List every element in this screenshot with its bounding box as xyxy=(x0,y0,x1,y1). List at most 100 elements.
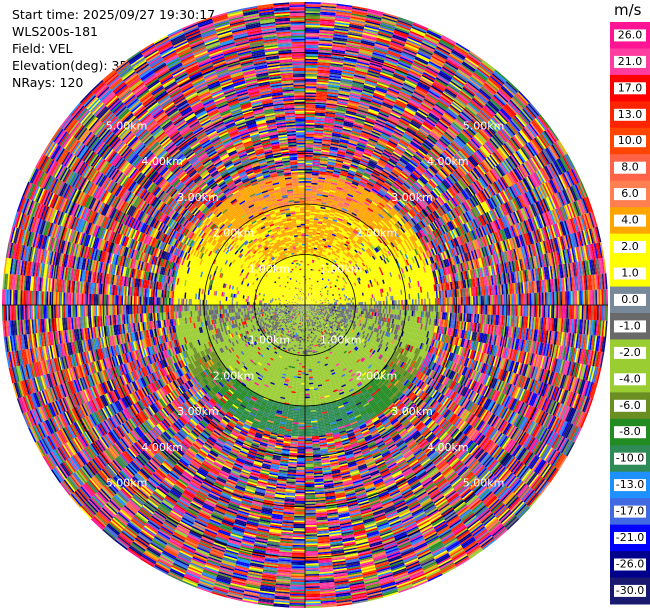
radar-gate xyxy=(305,210,310,212)
radar-gate xyxy=(352,5,368,11)
radar-gate xyxy=(316,81,329,85)
radar-gate xyxy=(341,131,351,136)
radar-gate xyxy=(323,129,333,133)
radar-gate xyxy=(319,211,325,214)
radar-gate xyxy=(337,183,344,188)
radar-gate xyxy=(379,27,394,33)
radar-gate xyxy=(329,213,335,217)
radar-gate xyxy=(326,200,333,204)
radar-gate xyxy=(386,51,401,58)
radar-gate xyxy=(325,110,336,114)
radar-gate xyxy=(363,28,379,34)
radar-gate xyxy=(390,40,405,47)
radar-gate xyxy=(305,156,313,159)
radar-gate xyxy=(337,203,344,207)
radar-gate xyxy=(319,20,335,24)
elevation-text: Elevation(deg): 35.00 xyxy=(12,57,215,74)
radar-gate xyxy=(320,160,328,163)
radar-gate xyxy=(370,101,382,107)
radar-gate xyxy=(309,292,311,294)
radar-gate xyxy=(311,181,318,184)
radar-gate xyxy=(362,34,377,39)
radar-gate xyxy=(309,265,312,268)
radar-gate xyxy=(311,178,319,181)
radar-gate xyxy=(342,67,355,72)
radar-gate xyxy=(322,259,325,262)
radar-gate xyxy=(335,191,342,195)
radar-gate xyxy=(330,63,344,67)
radar-gate xyxy=(326,236,331,240)
radar-gate xyxy=(311,182,318,185)
radar-gate xyxy=(383,60,398,67)
radar-gate xyxy=(308,245,312,248)
radar-gate xyxy=(327,198,334,202)
radar-gate xyxy=(322,136,332,139)
radar-gate xyxy=(332,40,347,44)
radar-gate xyxy=(330,140,340,144)
radar-gate xyxy=(310,207,316,210)
radar-gate xyxy=(309,273,312,276)
radar-gate xyxy=(305,187,312,189)
radar-gate xyxy=(308,293,310,295)
radar-gate xyxy=(305,173,312,176)
radar-gate xyxy=(338,147,347,152)
radar-gate xyxy=(305,106,316,108)
radar-gate xyxy=(305,194,311,197)
radar-gate xyxy=(342,188,349,193)
radar-gate xyxy=(333,170,341,174)
radar-gate xyxy=(320,205,326,208)
radar-gate xyxy=(332,46,346,50)
radar-gate xyxy=(309,208,316,211)
radar-gate xyxy=(333,167,342,171)
radar-gate xyxy=(358,139,368,144)
radar-gate xyxy=(306,280,308,283)
radar-gate xyxy=(338,200,345,204)
radar-gate xyxy=(310,247,315,250)
radar-gate xyxy=(333,198,340,202)
radar-gate xyxy=(313,264,316,267)
radar-gate xyxy=(306,269,309,272)
radar-gate xyxy=(372,50,387,57)
radar-gate xyxy=(316,227,322,231)
radar-gate xyxy=(361,130,371,135)
radar-gate xyxy=(381,16,398,23)
radar-gate xyxy=(305,69,318,72)
radar-gate xyxy=(335,113,346,117)
radar-gate xyxy=(354,72,367,78)
radar-gate xyxy=(319,265,323,268)
radar-gate xyxy=(315,100,327,103)
radar-gate xyxy=(348,29,363,35)
radar-gate xyxy=(305,257,308,260)
radar-gate xyxy=(311,272,314,274)
radar-gate xyxy=(340,137,350,141)
radar-gate xyxy=(345,154,354,158)
radar-gate xyxy=(334,24,350,29)
radar-gate xyxy=(314,243,319,246)
radar-gate xyxy=(339,87,351,91)
radar-gate xyxy=(305,205,311,208)
radar-gate xyxy=(330,226,335,230)
radar-gate xyxy=(311,239,316,242)
radar-gate xyxy=(337,149,347,153)
radar-gate xyxy=(315,95,327,99)
radar-gate xyxy=(329,227,335,231)
radar-gate xyxy=(306,300,307,303)
radar-gate xyxy=(305,116,315,119)
radar-gate xyxy=(312,156,321,159)
radar-gate xyxy=(340,134,351,138)
radar-gate xyxy=(337,182,345,186)
radar-gate xyxy=(309,282,311,285)
radar-gate xyxy=(359,47,374,53)
radar-gate xyxy=(315,207,321,210)
radar-gate xyxy=(331,223,336,227)
radar-gate xyxy=(307,282,309,284)
radar-gate xyxy=(305,272,307,275)
radar-gate xyxy=(373,49,387,55)
radar-gate xyxy=(337,180,345,185)
radar-gate xyxy=(314,120,325,123)
radar-gate xyxy=(381,69,394,75)
radar-gate xyxy=(316,230,321,234)
radar-gate xyxy=(362,89,375,94)
radar-gate xyxy=(305,181,312,183)
radar-gate xyxy=(336,102,348,106)
